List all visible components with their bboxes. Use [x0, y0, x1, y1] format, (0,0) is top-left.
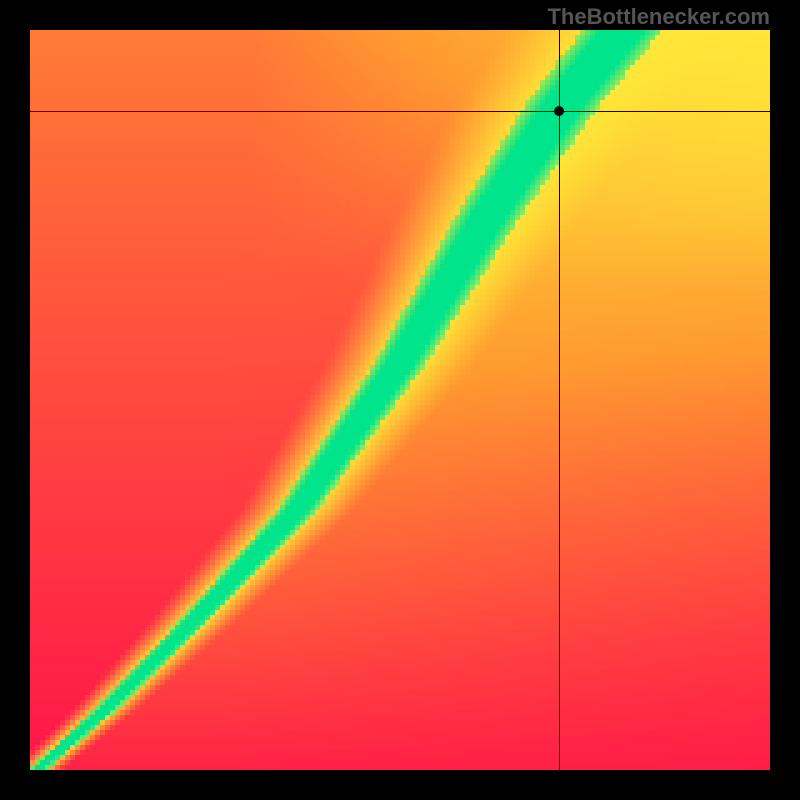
- watermark-text: TheBottlenecker.com: [547, 4, 770, 30]
- crosshair-horizontal: [30, 111, 770, 112]
- crosshair-vertical: [559, 30, 560, 770]
- bottleneck-heatmap: [30, 30, 770, 770]
- chart-container: TheBottlenecker.com: [0, 0, 800, 800]
- crosshair-marker: [554, 106, 564, 116]
